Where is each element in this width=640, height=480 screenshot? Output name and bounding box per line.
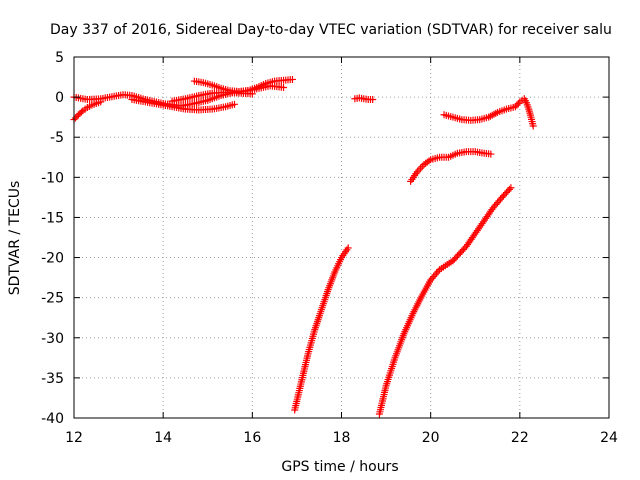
x-tick-label: 20 — [422, 430, 440, 446]
data-point — [450, 255, 458, 263]
chart-title: Day 337 of 2016, Sidereal Day-to-day VTE… — [50, 22, 612, 38]
data-point — [288, 75, 296, 83]
series-arc-7 — [291, 244, 352, 414]
series-arc-6 — [351, 94, 377, 104]
data-point — [455, 250, 463, 258]
data-point — [77, 108, 85, 116]
y-tick-label: 5 — [55, 50, 64, 66]
data-point — [511, 103, 519, 111]
axis-ticks: 12 14 16 18 20 22 24 5 0 -5 -10 -15 -20 -25 -30 -35 -40 — [41, 50, 618, 446]
y-tick-label: -30 — [41, 331, 64, 347]
grid-lines — [74, 57, 609, 418]
data-point — [71, 114, 79, 122]
x-tick-label: 18 — [333, 430, 351, 446]
data-point — [452, 254, 460, 262]
y-tick-label: -40 — [41, 411, 64, 427]
data-point — [231, 100, 238, 108]
series-arc-10 — [440, 95, 537, 130]
y-tick-label: -5 — [50, 130, 64, 146]
x-tick-label: 12 — [65, 430, 83, 446]
data-point — [501, 190, 509, 198]
data-point — [458, 247, 466, 255]
y-tick-label: -15 — [41, 210, 64, 226]
data-point — [513, 101, 521, 109]
data-point — [502, 189, 510, 197]
data-point — [453, 252, 461, 260]
data-point — [280, 83, 288, 91]
series-arc-8 — [375, 184, 515, 418]
data-point — [456, 249, 464, 257]
data-point — [73, 112, 81, 120]
data-point — [514, 100, 522, 108]
data-point — [505, 185, 513, 193]
data-point — [425, 157, 433, 165]
data-point — [417, 164, 425, 172]
y-tick-label: -10 — [41, 170, 64, 186]
data-markers — [70, 75, 537, 418]
data-point — [248, 90, 256, 98]
data-point — [504, 187, 512, 195]
y-tick-label: -20 — [41, 251, 64, 267]
y-tick-label: 0 — [55, 90, 64, 106]
data-point — [498, 193, 506, 201]
y-tick-label: -25 — [41, 291, 64, 307]
series-arc-3 — [128, 96, 238, 114]
series-arc-5 — [168, 88, 256, 105]
data-point — [487, 150, 495, 158]
y-axis-label: SDTVAR / TECUs — [7, 181, 23, 296]
x-tick-label: 24 — [600, 430, 618, 446]
x-axis-label: GPS time / hours — [281, 459, 398, 475]
data-point — [449, 257, 457, 265]
x-tick-label: 16 — [243, 430, 261, 446]
y-tick-label: -35 — [41, 371, 64, 387]
x-tick-label: 14 — [154, 430, 172, 446]
data-point — [499, 192, 507, 200]
series-arc-9 — [407, 148, 495, 185]
data-point — [529, 122, 537, 130]
data-point — [344, 244, 352, 252]
series-arc-1 — [70, 98, 105, 124]
data-point — [459, 246, 467, 254]
data-point — [369, 96, 377, 104]
data-point — [507, 184, 515, 192]
x-tick-label: 22 — [511, 430, 529, 446]
